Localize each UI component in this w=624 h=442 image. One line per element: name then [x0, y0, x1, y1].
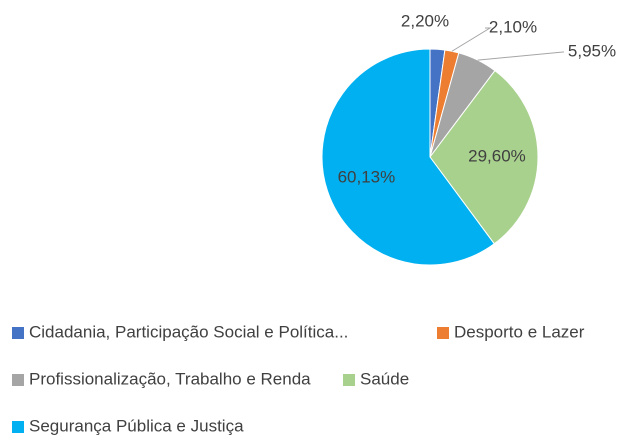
legend-label: Cidadania, Participação Social e Polític…: [29, 322, 348, 341]
pie-slice: [429, 69, 539, 245]
leader-line: [451, 27, 492, 52]
legend-swatch: [437, 327, 449, 339]
data-label: 29,60%: [468, 147, 526, 166]
legend-label: Profissionalização, Trabalho e Renda: [29, 369, 311, 388]
data-label: 2,10%: [489, 17, 537, 36]
legend-label: Segurança Pública e Justiça: [29, 416, 244, 435]
legend-label: Saúde: [360, 369, 409, 388]
leader-line: [477, 51, 564, 61]
legend-swatch: [343, 374, 355, 386]
legend-swatch: [12, 421, 24, 433]
data-label: 5,95%: [568, 41, 616, 60]
legend-swatch: [12, 374, 24, 386]
pie-slice: [321, 48, 495, 266]
data-label: 2,20%: [401, 11, 449, 30]
legend-swatch: [12, 327, 24, 339]
data-label: 60,13%: [338, 167, 396, 186]
legend-label: Desporto e Lazer: [454, 322, 585, 341]
